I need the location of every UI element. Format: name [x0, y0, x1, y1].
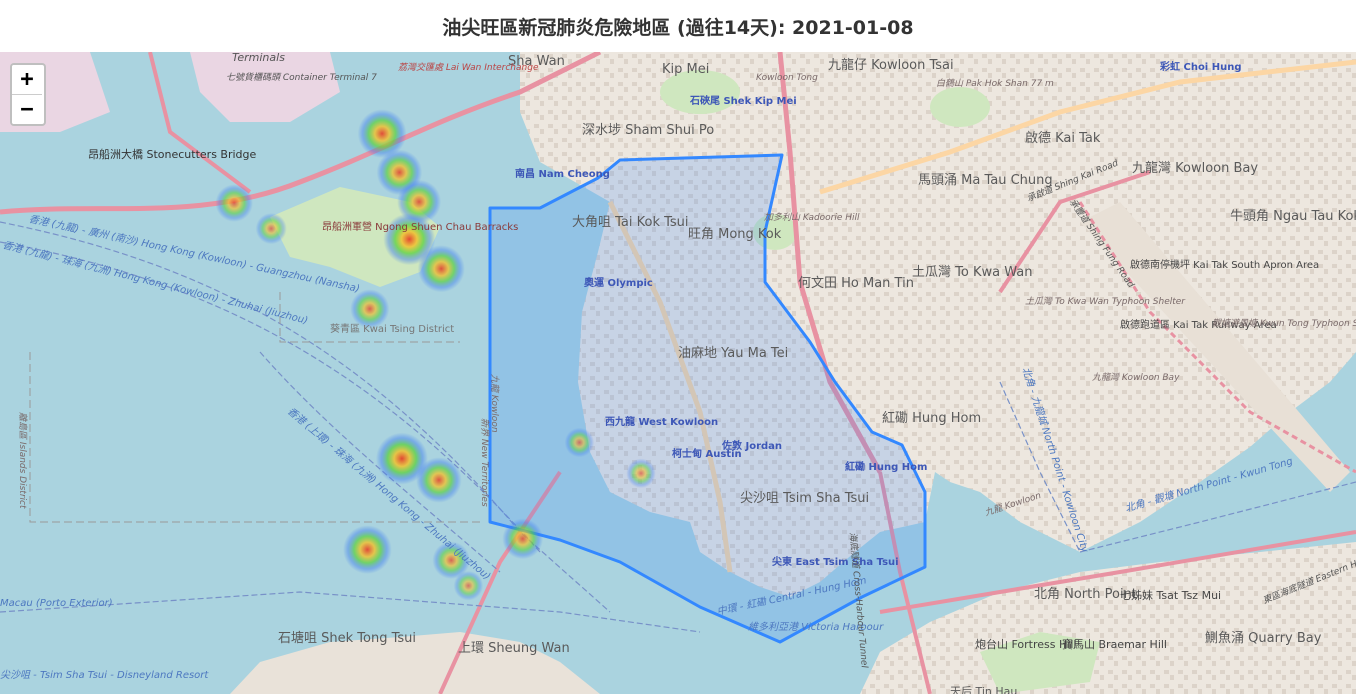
label-stonecutters-bridge: 昂船洲大橋 Stonecutters Bridge — [88, 149, 256, 161]
label-ngong-shuen-chau: 昂船洲軍營 Ngong Shuen Chau Barracks — [322, 222, 518, 233]
label-ma-tau-chung: 馬頭涌 Ma Tau Chung — [918, 174, 1053, 188]
label-terminals: Terminals — [232, 52, 285, 64]
label-islands-district: 離島區 Islands District — [16, 412, 26, 509]
label-nam-cheong: 南昌 Nam Cheong — [515, 169, 610, 180]
label-sham-shui-po: 深水埗 Sham Shui Po — [582, 124, 714, 138]
label-tsat-tsz-mui: 七姊妹 Tsat Tsz Mui — [1120, 590, 1221, 602]
map-area[interactable]: Sha Wan Kip Mei 九龍仔 Kowloon Tsai 深水埗 Sha… — [0, 52, 1356, 694]
label-kowloon-tsai: 九龍仔 Kowloon Tsai — [828, 59, 954, 73]
label-west-kowloon: 西九龍 West Kowloon — [605, 417, 718, 428]
heat-point — [350, 289, 389, 328]
label-tin-hau: 天后 Tin Hau — [950, 686, 1017, 694]
map-title: 油尖旺區新冠肺炎危險地區 (過往14天): 2021-01-08 — [0, 0, 1356, 52]
label-kowloon-water: 九龍 Kowloon — [488, 374, 498, 433]
heat-point — [626, 459, 656, 489]
label-austin: 柯士甸 Austin — [672, 449, 742, 460]
label-mong-kok: 旺角 Mong Kok — [688, 228, 781, 242]
label-choi-hung: 彩虹 Choi Hung — [1160, 62, 1241, 73]
heat-point — [502, 518, 543, 559]
label-new-territories: 新界 New Territories — [478, 418, 488, 507]
heat-point — [565, 428, 595, 458]
label-kip-mei: Kip Mei — [662, 63, 709, 77]
label-container-terminal: 七號貨櫃碼頭 Container Terminal 7 — [226, 74, 377, 84]
label-tai-kok-tsui: 大角咀 Tai Kok Tsui — [572, 216, 689, 230]
label-to-kwa-wan: 土瓜灣 To Kwa Wan — [912, 266, 1032, 280]
label-macau: Macau (Porto Exterior) — [0, 598, 113, 609]
label-kwun-tong-shelter: 觀塘避風塘 Kwun Tong Typhoon Shelter — [1212, 320, 1356, 330]
label-quarry-bay: 鰂魚涌 Quarry Bay — [1205, 632, 1321, 646]
label-hung-hom: 紅磡 Hung Hom — [882, 412, 981, 426]
label-kwai-tsing: 葵青區 Kwai Tsing District — [330, 324, 454, 335]
label-kai-tak: 啟德 Kai Tak — [1025, 132, 1100, 146]
label-pak-hok-shan: 白鶴山 Pak Hok Shan 77 m — [936, 80, 1054, 90]
label-kadoorie-hill: 加多利山 Kadoorie Hill — [764, 214, 860, 224]
label-tsim-sha-tsui: 尖沙咀 Tsim Sha Tsui — [740, 492, 869, 506]
label-kowloon-tong: Kowloon Tong — [756, 74, 818, 84]
label-kowloon-bay: 九龍灣 Kowloon Bay — [1132, 162, 1258, 176]
zoom-out-button[interactable]: − — [12, 94, 42, 124]
label-braemar-hill: 寶馬山 Braemar Hill — [1062, 639, 1167, 651]
label-kowloon-bay-water: 九龍灣 Kowloon Bay — [1092, 374, 1179, 384]
zoom-in-button[interactable]: + — [12, 65, 42, 94]
heat-point — [416, 457, 462, 503]
label-ngau-tau-kok: 牛頭角 Ngau Tau Kok — [1230, 210, 1356, 224]
heat-point — [256, 213, 287, 244]
label-lai-wan-interchange: 荔灣交匯處 Lai Wan Interchange — [398, 64, 539, 74]
label-ho-man-tin: 何文田 Ho Man Tin — [798, 277, 914, 291]
label-shek-tong-tsui: 石塘咀 Shek Tong Tsui — [278, 632, 416, 646]
label-olympic: 奧運 Olympic — [584, 278, 653, 289]
label-kai-tak-south: 啟德南停機坪 Kai Tak South Apron Area — [1130, 260, 1319, 271]
label-to-kwa-wan-shelter: 土瓜灣 To Kwa Wan Typhoon Shelter — [1025, 298, 1185, 308]
heat-point — [343, 525, 392, 574]
label-tst-disneyland: 尖沙咀 - Tsim Sha Tsui - Disneyland Resort — [0, 670, 208, 681]
heat-point — [418, 245, 465, 292]
label-yau-ma-tei: 油麻地 Yau Ma Tei — [678, 347, 788, 361]
label-east-tsim-sha-tsui: 尖東 East Tsim Sha Tsui — [772, 557, 899, 568]
label-shek-kip-mei: 石硤尾 Shek Kip Mei — [690, 96, 797, 107]
zoom-control: + − — [10, 63, 46, 126]
label-sheung-wan: 上環 Sheung Wan — [458, 642, 570, 656]
heat-point — [215, 184, 253, 222]
label-hung-hom-station: 紅磡 Hung Hom — [845, 462, 927, 473]
